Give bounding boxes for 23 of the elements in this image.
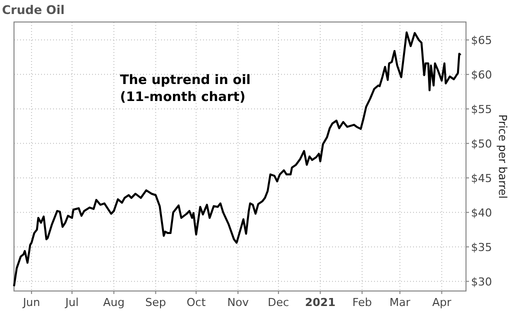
chart-title: Crude Oil bbox=[2, 3, 65, 17]
x-tick-label: Jul bbox=[64, 296, 79, 309]
annotation: The uptrend in oil (11-month chart) bbox=[120, 73, 251, 105]
y-tick-label: $45 bbox=[471, 172, 492, 185]
x-tick-label: Nov bbox=[227, 296, 250, 309]
x-tick-label: Aug bbox=[103, 296, 125, 309]
y-tick-label: $55 bbox=[471, 102, 492, 116]
x-tick-label: Sep bbox=[145, 296, 166, 309]
y-tick-label: $30 bbox=[471, 275, 492, 288]
x-tick-label: Jun bbox=[22, 296, 40, 309]
x-tick-label: Dec bbox=[268, 296, 290, 309]
y-tick-label: $35 bbox=[471, 240, 492, 254]
y-tick-label: $50 bbox=[471, 137, 492, 150]
y-tick-label: $40 bbox=[471, 206, 492, 220]
y-tick-label: $65 bbox=[471, 34, 492, 47]
line-series bbox=[13, 31, 462, 288]
x-tick-label: Feb bbox=[352, 296, 372, 309]
x-tick-label: Mar bbox=[390, 296, 411, 309]
y-axis-title: Price per barrel bbox=[496, 114, 509, 199]
x-tick-label: Apr bbox=[432, 296, 452, 309]
x-tick-label: 2021 bbox=[304, 296, 336, 309]
y-tick-label: $60 bbox=[471, 68, 492, 82]
x-tick-label: Oct bbox=[186, 296, 206, 309]
